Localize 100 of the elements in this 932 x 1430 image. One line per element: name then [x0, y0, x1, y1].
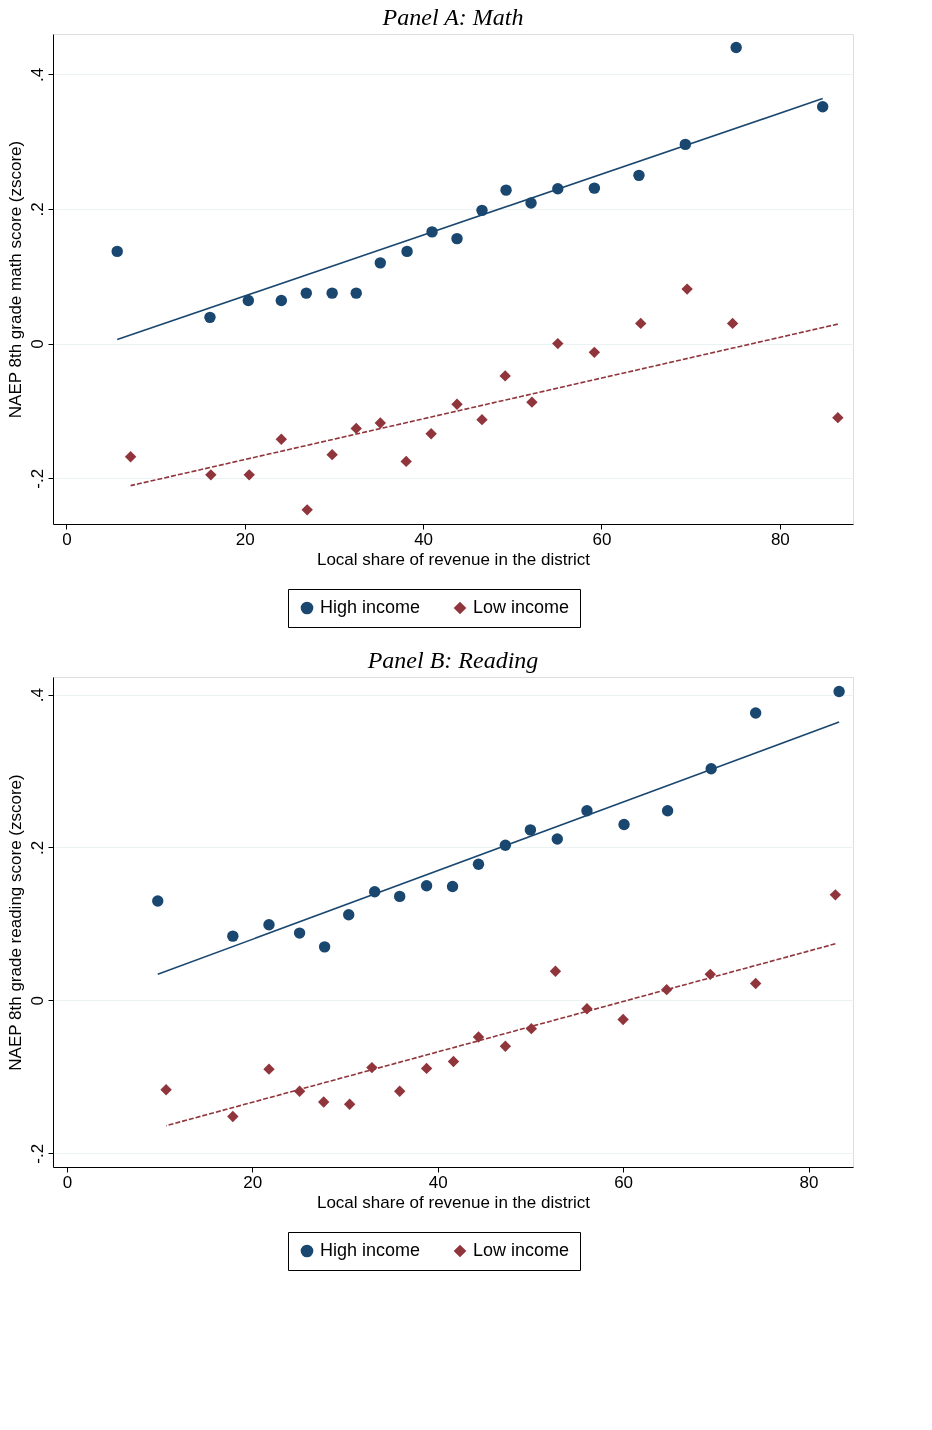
point: [293, 927, 306, 939]
point: [447, 1055, 460, 1068]
x-tick-label: 80: [770, 529, 790, 549]
y-axis-title: NAEP 8th grade reading score (zscore): [5, 774, 25, 1071]
x-tick-label: 40: [414, 529, 434, 549]
point: [160, 1084, 172, 1096]
point: [499, 370, 511, 382]
point: [374, 417, 387, 429]
x-tick-label: 60: [592, 529, 612, 549]
x-tick-label: 60: [614, 1172, 634, 1192]
point: [525, 1022, 538, 1035]
y-tick-label: .4: [27, 687, 47, 703]
point: [350, 422, 362, 435]
chart-title: Panel A: Math: [381, 4, 524, 30]
point: [660, 983, 673, 996]
point: [551, 833, 563, 845]
point: [426, 226, 438, 238]
point: [704, 968, 716, 981]
point: [263, 1063, 275, 1075]
point: [326, 448, 338, 461]
point: [350, 287, 362, 299]
x-tick-label: 40: [428, 1172, 448, 1192]
point: [343, 1098, 356, 1111]
point: [242, 294, 255, 307]
point: [205, 469, 217, 481]
x-axis-title: Local share of revenue in the district: [316, 549, 591, 569]
legend-label: High income: [320, 1240, 421, 1260]
point: [499, 1040, 512, 1052]
point: [588, 182, 601, 194]
point: [472, 858, 485, 870]
point: [500, 184, 512, 196]
point: [368, 886, 381, 898]
point: [451, 232, 463, 245]
y-tick-label: .2: [27, 202, 47, 217]
x-axis-title: Local share of revenue in the district: [316, 1192, 591, 1212]
point: [326, 287, 338, 299]
y-tick-label: 0: [27, 339, 47, 349]
point: [420, 1062, 433, 1075]
point: [581, 1003, 593, 1015]
y-tick-label: -.2: [27, 1143, 47, 1164]
point: [275, 294, 288, 307]
point: [552, 183, 564, 195]
point: [420, 880, 433, 892]
point: [749, 707, 762, 719]
point: [300, 287, 312, 299]
point: [343, 909, 355, 921]
point: [318, 941, 331, 953]
point: [204, 311, 216, 324]
point: [394, 890, 406, 903]
point: [617, 1013, 629, 1026]
y-tick-label: 0: [27, 996, 47, 1006]
point: [446, 880, 459, 893]
legend-label: Low income: [473, 597, 570, 617]
point: [552, 337, 564, 350]
x-tick-label: 20: [235, 529, 255, 549]
point: [581, 805, 593, 817]
point: [263, 918, 275, 931]
point: [476, 413, 488, 426]
point: [425, 428, 437, 440]
point: [293, 1085, 306, 1098]
point: [401, 245, 413, 258]
point: [124, 450, 137, 463]
point: [317, 1096, 330, 1108]
point: [476, 204, 488, 217]
point: [275, 433, 288, 445]
point: [588, 346, 601, 359]
point: [730, 41, 742, 54]
point: [618, 818, 630, 831]
point: [705, 763, 717, 775]
point: [227, 1110, 239, 1123]
point: [829, 889, 842, 901]
point: [301, 504, 313, 516]
point: [726, 317, 739, 330]
point: [400, 455, 412, 468]
chart-title: Panel B: Reading: [366, 647, 539, 673]
point: [152, 895, 164, 907]
point: [832, 411, 844, 424]
y-tick-label: .4: [27, 67, 47, 82]
y-axis-title: NAEP 8th grade math score (zscore): [5, 140, 25, 419]
legend-label: Low income: [473, 1240, 570, 1260]
point: [366, 1061, 378, 1074]
point: [549, 965, 562, 978]
point: [633, 169, 645, 182]
legend-label: High income: [320, 597, 421, 617]
point: [111, 245, 123, 258]
x-tick-label: 0: [62, 1172, 73, 1192]
point: [661, 805, 674, 817]
point: [526, 396, 538, 408]
point: [635, 317, 647, 330]
y-tick-label: .2: [27, 840, 47, 856]
point: [749, 977, 762, 990]
point: [499, 839, 512, 851]
point: [243, 469, 255, 481]
point: [524, 824, 537, 836]
point: [679, 138, 692, 151]
point: [525, 197, 537, 209]
x-tick-label: 80: [799, 1172, 819, 1192]
point: [681, 283, 693, 295]
x-tick-label: 20: [243, 1172, 263, 1192]
point: [374, 257, 387, 269]
